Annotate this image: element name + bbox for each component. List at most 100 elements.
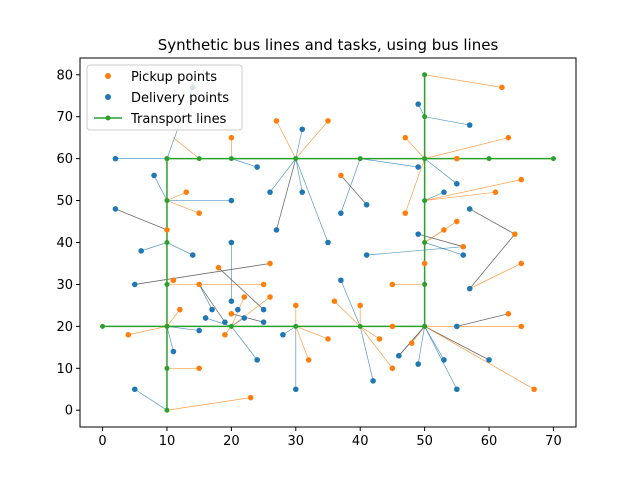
- pickup-point: [247, 394, 254, 401]
- connector-line: [276, 158, 297, 231]
- y-tick-label: 50: [56, 194, 73, 209]
- delivery-point: [299, 126, 306, 133]
- delivery-point: [338, 277, 344, 284]
- delivery-point: [454, 180, 460, 187]
- transport-stop: [422, 156, 428, 162]
- connector-line: [166, 200, 200, 214]
- y-tick-label: 30: [56, 278, 73, 293]
- pickup-point: [222, 331, 228, 338]
- connector-line: [334, 300, 361, 327]
- x-tick-label: 10: [159, 434, 176, 449]
- delivery-point: [222, 319, 228, 325]
- delivery-point: [292, 386, 299, 393]
- connector-line: [424, 326, 458, 390]
- pickup-point: [512, 231, 518, 237]
- x-tick-label: 20: [223, 434, 240, 449]
- y-tick-label: 20: [56, 320, 73, 335]
- x-axis-ticks: 0 10 20 30 40 50 60 70: [98, 427, 562, 449]
- pickup-point: [402, 134, 409, 141]
- transport-stop: [357, 156, 363, 162]
- pickup-point: [460, 243, 467, 250]
- connector-line: [153, 175, 168, 201]
- pickup-point: [183, 189, 190, 195]
- pickup-point: [260, 281, 267, 288]
- delivery-point: [486, 357, 492, 363]
- connector-line: [295, 158, 329, 243]
- x-tick-label: 40: [352, 434, 369, 449]
- y-tick-label: 60: [56, 152, 73, 167]
- connector-line: [198, 284, 226, 323]
- transport-stop: [422, 240, 428, 245]
- delivery-point: [280, 331, 286, 338]
- legend-pickup-label: Pickup points: [131, 70, 217, 85]
- connector-line: [424, 116, 470, 126]
- connector-line: [418, 233, 464, 248]
- delivery-point: [209, 306, 215, 313]
- connector-line: [359, 326, 393, 369]
- delivery-point: [228, 197, 235, 204]
- delivery-point: [235, 306, 241, 313]
- pickup-point: [421, 260, 428, 267]
- delivery-point: [454, 386, 460, 393]
- delivery-point: [338, 210, 344, 216]
- connector-line: [295, 326, 329, 340]
- pickup-point: [267, 260, 273, 267]
- legend-pickup-marker: [105, 73, 111, 79]
- delivery-point: [273, 227, 280, 233]
- transport-stop: [293, 156, 299, 162]
- transport-stop: [293, 323, 299, 329]
- pickup-point: [292, 302, 299, 309]
- transport-stop: [422, 323, 428, 329]
- connector-line: [469, 208, 516, 235]
- delivery-point: [170, 348, 177, 355]
- y-axis-ticks: 0 10 20 30 40 50 60 70 80: [56, 68, 80, 419]
- connector-line: [360, 326, 380, 340]
- delivery-point: [466, 122, 473, 128]
- delivery-point: [228, 239, 235, 246]
- delivery-point: [138, 248, 144, 254]
- delivery-point: [299, 189, 306, 195]
- pickup-point: [228, 310, 235, 317]
- connector-line: [166, 191, 187, 201]
- legend-transport-label: Transport lines: [130, 112, 227, 127]
- transport-stop: [196, 156, 202, 162]
- connector-line: [360, 158, 419, 168]
- legend-delivery-label: Delivery points: [131, 91, 229, 106]
- connector-line: [231, 296, 271, 327]
- y-tick-label: 10: [56, 362, 73, 377]
- pickup-point: [492, 189, 499, 195]
- transport-stop: [164, 323, 170, 329]
- delivery-point: [396, 352, 402, 359]
- pickup-point: [196, 210, 202, 216]
- delivery-point: [363, 252, 370, 258]
- delivery-point: [466, 285, 473, 292]
- connector-line: [424, 74, 502, 88]
- delivery-point: [254, 357, 260, 363]
- transport-stop: [164, 156, 170, 162]
- delivery-point: [202, 315, 209, 321]
- transport-lines: [100, 72, 556, 413]
- y-tick-label: 40: [56, 236, 73, 251]
- connector-line: [276, 120, 297, 159]
- pickup-point: [441, 227, 447, 233]
- delivery-point: [415, 164, 421, 170]
- delivery-point: [415, 361, 421, 367]
- transport-stop: [422, 281, 428, 287]
- pickup-point: [228, 134, 235, 141]
- pickup-points: [125, 84, 537, 401]
- transport-stop: [228, 323, 234, 329]
- delivery-point: [260, 306, 267, 313]
- connector-line: [134, 388, 168, 411]
- x-tick-label: 70: [545, 434, 562, 449]
- delivery-point: [415, 231, 421, 237]
- connector-line: [424, 158, 458, 185]
- connector-line: [295, 158, 303, 193]
- y-tick-label: 70: [56, 110, 73, 125]
- connector-line: [469, 263, 522, 289]
- connector-lines: [115, 74, 535, 411]
- pickup-point: [505, 310, 512, 317]
- connector-line: [134, 263, 271, 285]
- connector-line: [166, 397, 251, 411]
- delivery-point: [363, 201, 370, 208]
